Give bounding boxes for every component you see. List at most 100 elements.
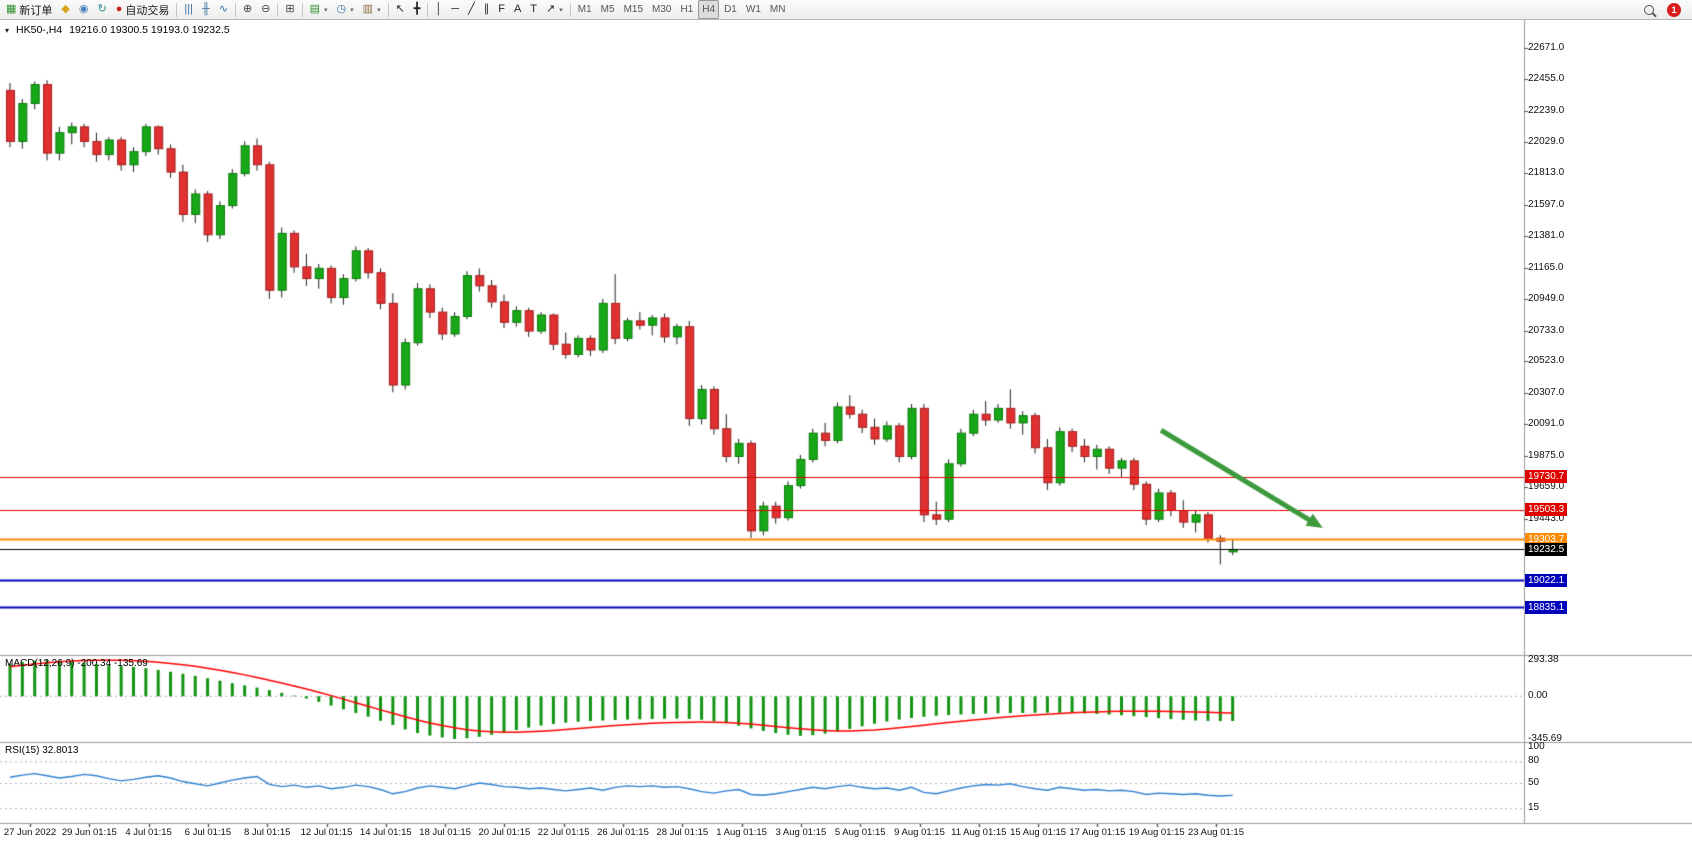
timeframe-m30[interactable]: M30	[648, 0, 675, 19]
collapse-toggle-icon[interactable]: ▾	[5, 25, 10, 35]
candlestick-chart-button[interactable]: ╫	[198, 0, 214, 19]
toolbar-group-timeframes: M1 M5 M15 M30 H1 H4 D1 W1 MN	[574, 0, 790, 19]
periods-button[interactable]: ◷ ▾	[333, 0, 358, 19]
chart-title: ▾ HK50-,H4 19216.0 19300.5 19193.0 19232…	[5, 24, 230, 36]
text-icon: A	[513, 3, 522, 15]
candlestick-chart-icon: ╫	[201, 3, 210, 15]
timeframe-h1[interactable]: H1	[676, 0, 697, 19]
timeframe-m1[interactable]: M1	[574, 0, 596, 19]
arrows-icon: ↗	[546, 3, 556, 15]
zoom-out-button[interactable]: ⊖	[257, 0, 274, 19]
zoom-out-icon: ⊖	[261, 3, 271, 15]
search-icon	[1644, 4, 1654, 15]
metaeditor-icon: ◆	[61, 3, 70, 15]
toolbar-separator	[387, 2, 389, 17]
text-button[interactable]: A	[510, 0, 525, 19]
toolbar-right-group: 1	[1640, 0, 1690, 19]
rsi-indicator-label: RSI(15) 32.8013	[5, 745, 79, 756]
trendline-icon: ╱	[468, 3, 475, 15]
toolbar-separator	[301, 2, 303, 17]
profile-icon: ◉	[78, 3, 89, 15]
tile-windows-icon: ⊞	[285, 3, 295, 15]
equidistant-channel-button[interactable]: ∥	[480, 0, 494, 19]
toolbar-group-trade: ▦ 新订单 ◆ ◉ ↻ ● 自动交易	[2, 0, 173, 19]
autotrading-button[interactable]: ● 自动交易	[112, 0, 174, 19]
cursor-button[interactable]: ↖	[392, 0, 409, 19]
search-button[interactable]	[1640, 0, 1658, 19]
timeframe-h4-label: H4	[702, 4, 716, 15]
notification-button[interactable]: 1	[1663, 0, 1685, 19]
trendline-button[interactable]: ╱	[464, 0, 479, 19]
tile-windows-button[interactable]: ⊞	[281, 0, 298, 19]
cursor-icon: ↖	[395, 3, 405, 15]
line-chart-button[interactable]: ∿	[215, 0, 232, 19]
metaeditor-button[interactable]: ◆	[57, 0, 73, 19]
macd-indicator-label: MACD(12,26,9) -200.34 -135.69	[5, 658, 148, 669]
equidistant-channel-icon: ∥	[483, 3, 490, 15]
toolbar-separator	[234, 2, 236, 17]
toolbar-separator	[427, 2, 429, 17]
new-chart-button[interactable]: ▤ ▾	[306, 0, 332, 19]
text-label-icon: T	[530, 3, 538, 15]
fibonacci-button[interactable]: F	[494, 0, 509, 19]
timeframe-w1[interactable]: W1	[742, 0, 765, 19]
new-order-button[interactable]: ▦ 新订单	[2, 0, 56, 19]
timeframe-h4[interactable]: H4	[698, 0, 720, 19]
text-label-button[interactable]: T	[526, 0, 541, 19]
periods-icon: ◷	[336, 3, 347, 15]
line-chart-icon: ∿	[218, 3, 228, 15]
toolbar-separator	[569, 2, 571, 17]
timeframe-d1[interactable]: D1	[720, 0, 741, 19]
timeframe-m1-label: M1	[577, 4, 592, 15]
toolbar-group-chart-management: ▤ ▾ ◷ ▾ ▥ ▾	[306, 0, 385, 19]
community-button[interactable]: ↻	[93, 0, 110, 19]
community-icon: ↻	[97, 3, 107, 15]
crosshair-icon: ╋	[413, 3, 421, 15]
timeframe-m5[interactable]: M5	[597, 0, 619, 19]
horizontal-line-icon: ─	[451, 3, 460, 15]
toolbar-separator	[277, 2, 279, 17]
toolbar: ▦ 新订单 ◆ ◉ ↻ ● 自动交易 ||| ╫ ∿ ⊕ ⊖ ⊞ ▤ ▾ ◷ ▾ ▥ ▾ ↖ ╋ │ ─ ╱ ∥ F A T ↗ ▾ M1 M…	[0, 0, 1692, 20]
vertical-line-icon: │	[435, 3, 443, 15]
horizontal-line-button[interactable]: ─	[447, 0, 463, 19]
timeframe-m15-label: M15	[623, 4, 644, 15]
profile-button[interactable]: ◉	[75, 0, 93, 19]
autotrading-icon: ●	[115, 3, 123, 15]
timeframe-m5-label: M5	[600, 4, 615, 15]
timeframe-m15[interactable]: M15	[620, 0, 647, 19]
crosshair-button[interactable]: ╋	[410, 0, 425, 19]
templates-button[interactable]: ▥ ▾	[359, 0, 385, 19]
timeframe-d1-label: D1	[724, 4, 737, 15]
templates-icon: ▥	[362, 3, 374, 15]
chevron-down-icon: ▾	[324, 6, 328, 14]
timeframe-mn[interactable]: MN	[766, 0, 790, 19]
toolbar-group-chart-type: ||| ╫ ∿	[180, 0, 232, 19]
vertical-line-button[interactable]: │	[431, 0, 446, 19]
notification-badge: 1	[1667, 2, 1681, 17]
toolbar-group-cursor: ↖ ╋	[392, 0, 425, 19]
timeframe-w1-label: W1	[745, 4, 761, 15]
bar-chart-button[interactable]: |||	[180, 0, 197, 19]
toolbar-separator	[176, 2, 178, 17]
chevron-down-icon: ▾	[350, 6, 354, 14]
fibonacci-icon: F	[498, 3, 505, 15]
timeframe-m30-label: M30	[652, 4, 672, 15]
chevron-down-icon: ▾	[377, 6, 381, 14]
new-order-button-label: 新订单	[19, 4, 53, 17]
timeframe-h1-label: H1	[680, 4, 694, 15]
chevron-down-icon: ▾	[559, 6, 563, 14]
toolbar-group-windows: ⊞	[281, 0, 298, 19]
zoom-in-button[interactable]: ⊕	[239, 0, 256, 19]
timeframe-mn-label: MN	[769, 4, 786, 15]
new-order-icon: ▦	[6, 3, 17, 15]
autotrading-button-label: 自动交易	[125, 4, 170, 17]
toolbar-group-zoom: ⊕ ⊖	[239, 0, 274, 19]
new-chart-icon: ▤	[309, 3, 321, 15]
bar-chart-icon: |||	[184, 3, 193, 15]
toolbar-group-objects: │ ─ ╱ ∥ F A T ↗ ▾	[431, 0, 566, 19]
arrows-button[interactable]: ↗ ▾	[542, 0, 567, 19]
zoom-in-icon: ⊕	[242, 3, 253, 15]
chart-ohlc-values: 19216.0 19300.5 19193.0 19232.5	[69, 24, 230, 36]
